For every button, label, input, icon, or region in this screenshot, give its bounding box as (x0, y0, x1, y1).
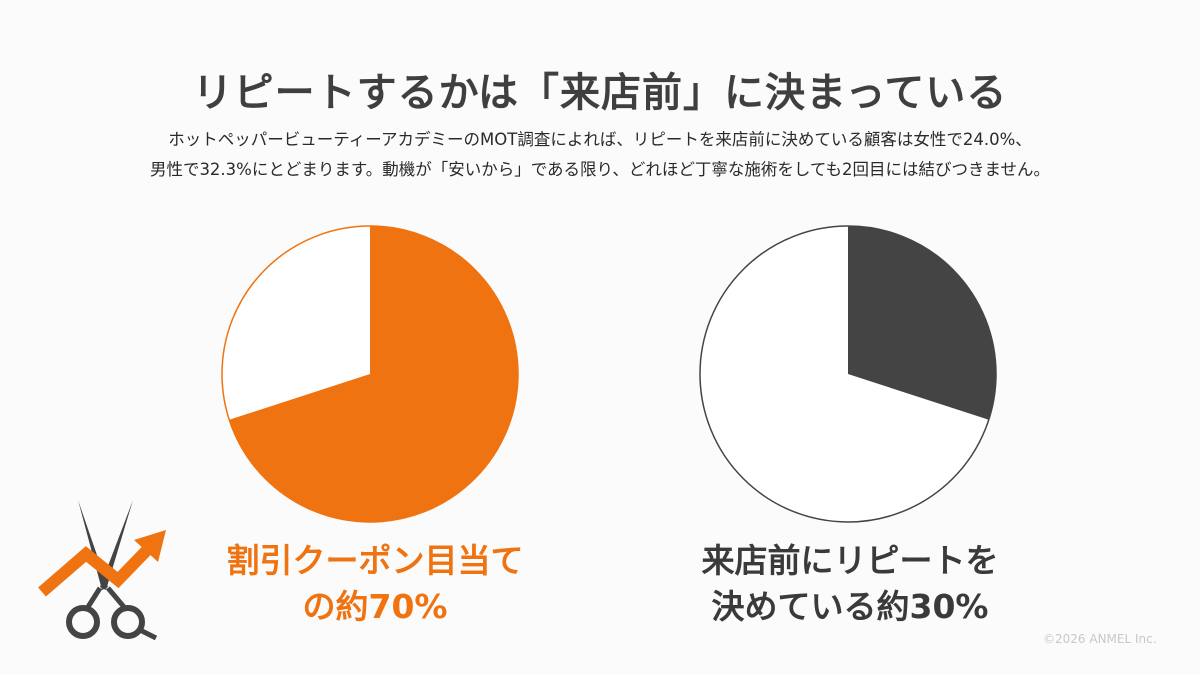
label-coupon-70: 割引クーポン目当て の約70% (195, 538, 555, 630)
description-line-2: 男性で32.3%にとどまります。動機が「安いから」である限り、どれほど丁寧な施術… (149, 160, 1051, 179)
label-decided-line-2: 決めている約30% (711, 587, 989, 626)
label-coupon-line-1: 割引クーポン目当て (226, 541, 524, 580)
description-line-1: ホットペッパービューティーアカデミーのMOT調査によれば、リピートを来店前に決め… (168, 130, 1032, 149)
label-decided-line-1: 来店前にリピートを (701, 541, 999, 580)
pie-slice-coupon (229, 226, 518, 522)
description: ホットペッパービューティーアカデミーのMOT調査によれば、リピートを来店前に決め… (0, 125, 1200, 185)
pie-slice-decided (848, 226, 996, 420)
pie-chart-decided (699, 225, 997, 523)
copyright: ©2026 ANMEL Inc. (1043, 632, 1157, 646)
page-title: リピートするかは「来店前」に決まっている (192, 70, 1008, 116)
scissors-arrow-icon (38, 500, 166, 641)
pie-chart-coupon (221, 225, 519, 523)
label-coupon-line-2: の約70% (302, 587, 448, 626)
label-decided-30: 来店前にリピートを 決めている約30% (660, 538, 1040, 630)
